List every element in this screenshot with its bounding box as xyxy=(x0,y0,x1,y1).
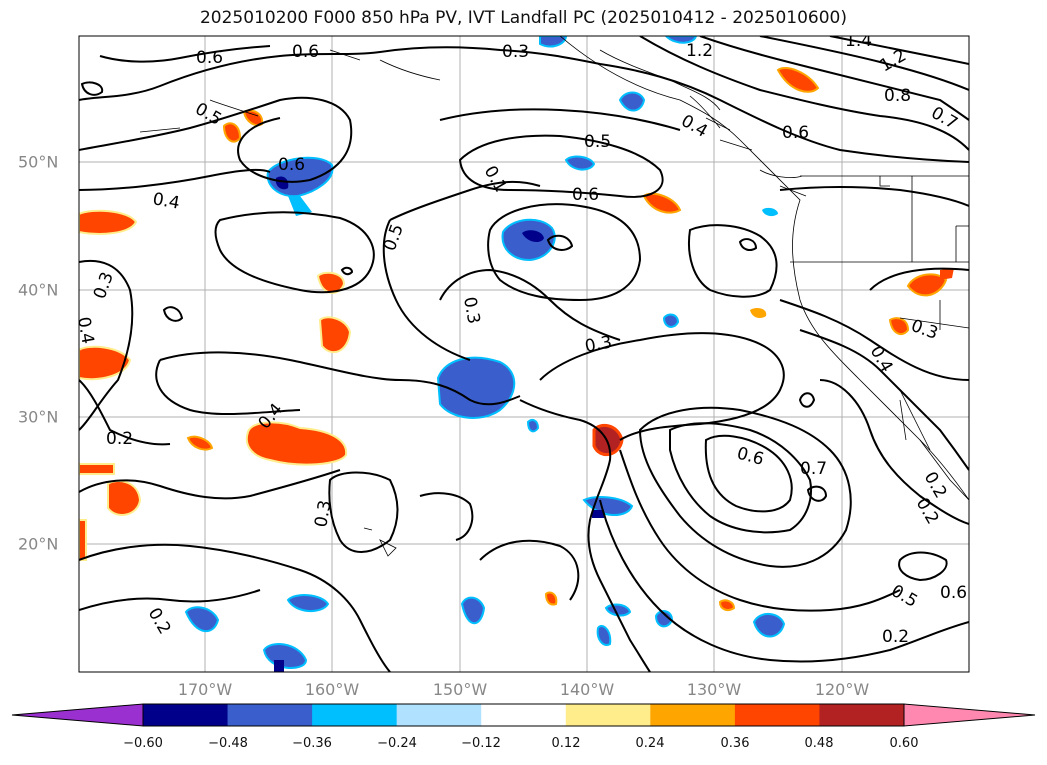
coastlines xyxy=(139,36,969,557)
lon-label: 120°W xyxy=(814,680,870,699)
contour-label: 0.6 xyxy=(782,123,809,143)
pv-contours xyxy=(79,36,969,672)
contour-label: 0.7 xyxy=(800,459,827,479)
colorbar-bin xyxy=(481,704,567,726)
colorbar-tick-label: 0.24 xyxy=(635,736,665,751)
contour-label: 0.6 xyxy=(196,48,223,68)
lat-label: 40°N xyxy=(18,280,59,300)
contour-label: 0.4 xyxy=(73,315,97,345)
contour-label: 0.5 xyxy=(584,132,611,152)
colorbar-bin xyxy=(312,704,398,726)
lon-label: 160°W xyxy=(304,680,360,699)
colorbar-tick-label: −0.36 xyxy=(292,736,332,751)
colorbar-bin xyxy=(819,704,905,726)
colorbar-bin xyxy=(227,704,313,726)
contour-label: 1.4 xyxy=(845,31,872,51)
map-frame-bg xyxy=(79,36,969,672)
contour-label: 0.3 xyxy=(311,499,335,529)
colorbar-tick-label: −0.48 xyxy=(208,736,248,751)
colorbar-bins xyxy=(143,704,905,726)
contour-label: 0.3 xyxy=(583,333,613,357)
contour-label: 0.8 xyxy=(884,86,911,106)
colorbar-tick-label: 0.36 xyxy=(720,736,750,751)
contour-label: 0.2 xyxy=(882,627,909,647)
colorbar-under-extension xyxy=(11,703,144,727)
lon-label: 170°W xyxy=(177,680,233,699)
negative-anomaly-shading xyxy=(184,36,786,672)
lon-label: 150°W xyxy=(432,680,488,699)
colorbar-tick-label: 0.12 xyxy=(551,736,581,751)
contour-label: 0.6 xyxy=(940,583,967,603)
colorbar-bin xyxy=(734,704,820,726)
lon-label: 130°W xyxy=(686,680,742,699)
lon-label: 140°W xyxy=(559,680,615,699)
lat-label: 50°N xyxy=(18,152,59,172)
colorbar-bin xyxy=(650,704,736,726)
contour-label: 0.4 xyxy=(151,189,181,213)
contour-label: 0.6 xyxy=(572,185,599,205)
colorbar xyxy=(11,703,1036,727)
map-title: 2025010200 F000 850 hPa PV, IVT Landfall… xyxy=(199,8,847,28)
colorbar-tick-label: −0.24 xyxy=(377,736,417,751)
colorbar-tick-label: −0.12 xyxy=(461,736,501,751)
contour-label: 0.3 xyxy=(502,42,529,62)
lat-label: 30°N xyxy=(18,407,59,427)
contour-label: 0.6 xyxy=(278,155,305,175)
contour-label: 0.3 xyxy=(459,295,483,325)
map-frame xyxy=(78,35,970,673)
colorbar-tick-label: −0.60 xyxy=(123,736,163,751)
contour-label: 1.2 xyxy=(686,41,713,61)
contour-label: 0.6 xyxy=(292,42,319,62)
colorbar-border xyxy=(142,703,905,727)
lat-label: 20°N xyxy=(18,534,59,554)
positive-anomaly-shading xyxy=(79,67,954,611)
colorbar-bin xyxy=(143,704,229,726)
colorbar-tick-label: 0.48 xyxy=(804,736,834,751)
colorbar-tick-label: 0.60 xyxy=(889,736,919,751)
contour-label: 0.2 xyxy=(106,429,133,449)
colorbar-over-extension xyxy=(903,703,1036,727)
colorbar-bin xyxy=(565,704,651,726)
colorbar-bin xyxy=(396,704,482,726)
